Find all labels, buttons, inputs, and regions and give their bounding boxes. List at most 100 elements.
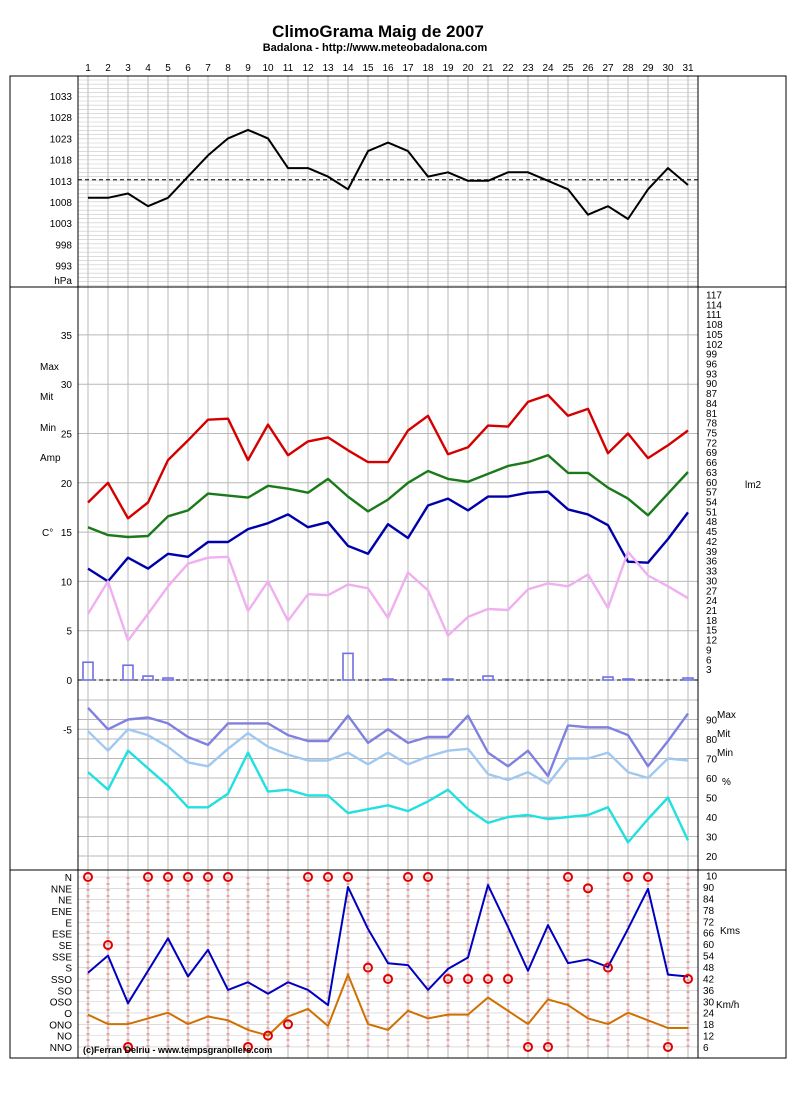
chart-subtitle: Badalona - http://www.meteobadalona.com <box>263 42 488 54</box>
wind-speed-tick: 48 <box>703 963 715 974</box>
wind-direction-marker <box>323 872 333 882</box>
temperature-y-tick: 0 <box>66 676 72 687</box>
wind-speed-tick: 66 <box>703 929 715 940</box>
x-tick-label: 4 <box>145 63 151 74</box>
wind-direction-marker <box>423 872 433 882</box>
rain-y-tick: 36 <box>706 557 718 568</box>
temperature-y-tick: 30 <box>61 380 73 391</box>
rain-y-tick: 78 <box>706 419 718 430</box>
x-tick-label: 21 <box>482 63 494 74</box>
temperature-panel: 35 30 25 20 15 10 5 0 -5 C° Max Mit Min Amp <box>40 331 698 736</box>
rain-y-tick: 6 <box>706 655 712 666</box>
temperature-y-tick: 10 <box>61 577 73 588</box>
x-tick-label: 29 <box>642 63 654 74</box>
rain-y-tick: 63 <box>706 468 718 479</box>
wind-dir-tick: SE <box>59 941 73 952</box>
wind-dir-tick: ESE <box>52 930 72 941</box>
wind-dir-tick: N <box>65 873 72 884</box>
pressure-y-tick: 1003 <box>50 219 73 230</box>
rain-y-tick: 12 <box>706 636 718 647</box>
humidity-y-tick: 80 <box>706 735 718 746</box>
temperature-legend-mit: Mit <box>40 392 54 403</box>
x-tick-label: 30 <box>662 63 674 74</box>
x-tick-label: 16 <box>382 63 394 74</box>
humidity-max-line <box>87 706 689 778</box>
x-tick-label: 26 <box>582 63 594 74</box>
chart-frame <box>9 75 787 1059</box>
rain-bar <box>82 661 94 681</box>
rain-bar <box>482 675 494 681</box>
rain-y-tick: 48 <box>706 517 718 528</box>
humidity-y-tick: 10 <box>706 872 718 883</box>
x-tick-label: 25 <box>562 63 574 74</box>
wind-direction-marker <box>243 1041 253 1052</box>
x-tick-label: 11 <box>283 63 294 74</box>
humidity-legend-min: Min <box>717 748 733 759</box>
humidity-mid-line <box>87 728 689 786</box>
wind-speed-tick: 42 <box>703 974 715 985</box>
wind-dir-tick: E <box>65 918 72 929</box>
temperature-y-tick: 35 <box>61 331 73 342</box>
wind-dir-tick: SO <box>58 986 73 997</box>
rain-y-tick: 108 <box>706 320 723 331</box>
rain-y-tick: 111 <box>706 310 722 321</box>
x-tick-label: 24 <box>542 63 554 74</box>
x-tick-label: 18 <box>422 63 434 74</box>
tamp-line <box>86 550 689 642</box>
pressure-unit: hPa <box>54 276 72 287</box>
wind-dir-tick: SSE <box>52 952 72 963</box>
x-tick-label: 12 <box>302 63 314 74</box>
rain-y-tick: 30 <box>706 576 718 587</box>
wind-direction-marker <box>523 1041 533 1052</box>
tmid-line <box>87 454 689 539</box>
wind-direction-marker <box>563 872 573 882</box>
wind-speed-tick: 78 <box>703 906 715 917</box>
wind-direction-marker <box>603 962 613 973</box>
rain-y-tick: 60 <box>706 478 718 489</box>
x-tick-label: 20 <box>462 63 474 74</box>
x-tick-label: 22 <box>502 63 514 74</box>
rain-bar <box>122 664 134 681</box>
wind-speed-tick: 36 <box>703 986 715 997</box>
x-tick-label: 7 <box>205 63 211 74</box>
rain-y-tick: 57 <box>706 488 718 499</box>
wind-direction-marker <box>463 973 473 984</box>
wind-speed-tick: 60 <box>703 940 715 951</box>
wind-direction-marker <box>583 883 593 894</box>
humidity-legend-max: Max <box>717 710 736 721</box>
rain-y-tick: 39 <box>706 547 718 558</box>
wind-direction-marker <box>83 872 93 882</box>
wind-speed-tick: 6 <box>703 1043 709 1054</box>
wind-dir-tick: NNO <box>50 1043 72 1054</box>
wind-direction-marker <box>363 962 373 973</box>
temperature-y-tick: 20 <box>61 479 73 490</box>
rain-y-tick: 33 <box>706 567 718 578</box>
rain-y-tick: 72 <box>706 438 718 449</box>
rain-y-tick: 45 <box>706 527 718 538</box>
pressure-panel: 1033 1028 1023 1018 1013 1008 1003 998 993 hPa <box>50 92 698 287</box>
rain-y-tick: 24 <box>706 596 718 607</box>
rain-bar <box>382 678 394 681</box>
x-tick-label: 31 <box>682 63 694 74</box>
wind-speed-tick: 18 <box>703 1020 715 1031</box>
rain-y-tick: 3 <box>706 665 712 676</box>
humidity-legend-mit: Mit <box>717 729 731 740</box>
wind-direction-marker <box>183 872 193 882</box>
rain-y-tick: 99 <box>706 350 718 361</box>
rain-bars: 1171141111081051029996939087848178757269… <box>82 290 762 681</box>
x-tick-label: 28 <box>622 63 634 74</box>
rain-y-tick: 54 <box>706 498 718 509</box>
rain-y-tick: 21 <box>706 606 718 617</box>
wind-direction-marker <box>303 872 313 882</box>
wind-speed-tick: 12 <box>703 1032 715 1043</box>
wind-direction-marker <box>143 872 153 882</box>
rain-unit: lm2 <box>745 480 762 491</box>
wind-direction-marker <box>483 973 493 984</box>
tmax-line <box>87 393 689 520</box>
x-tick-label: 13 <box>322 63 334 74</box>
humidity-y-tick: 20 <box>706 852 718 863</box>
rain-y-tick: 15 <box>706 626 718 637</box>
humidity-unit: % <box>722 777 731 788</box>
x-tick-label: 27 <box>602 63 614 74</box>
